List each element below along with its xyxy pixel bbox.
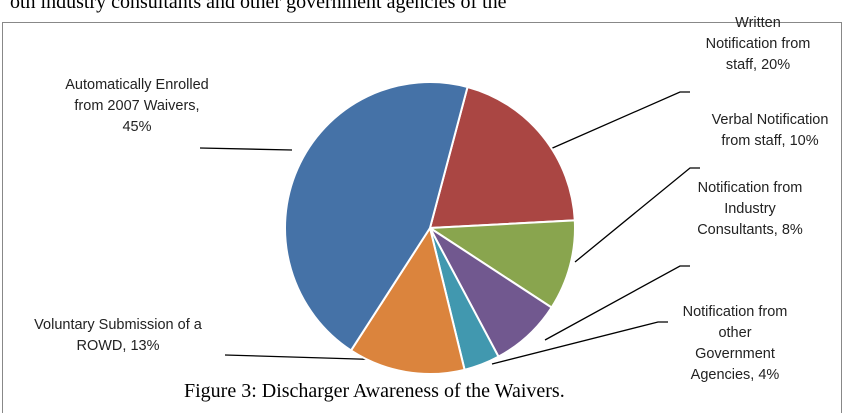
slice xyxy=(284,81,469,352)
text-above: oth industry consultants and other gover… xyxy=(10,0,507,13)
leader-line xyxy=(491,321,668,365)
slice xyxy=(428,85,576,230)
chart-border xyxy=(2,22,842,413)
slice xyxy=(349,225,466,375)
leader-line xyxy=(544,265,690,341)
leader-lines xyxy=(199,91,700,365)
data-label: Notification from other Government Agenc… xyxy=(682,304,788,383)
leader-line xyxy=(224,354,391,361)
data-label: Automatically Enrolled from 2007 Waivers… xyxy=(65,77,209,135)
slice xyxy=(426,219,576,309)
leader-line xyxy=(574,167,700,263)
leader-line xyxy=(199,147,293,151)
data-label: Notification from Industry Consultants, … xyxy=(697,180,803,238)
data-label: Written Notification from staff, 20% xyxy=(705,15,811,73)
data-label: Voluntary Submission of a ROWD, 13% xyxy=(34,317,202,354)
caption: Figure 3: Discharger Awareness of the Wa… xyxy=(184,380,565,402)
leader-line xyxy=(547,91,690,151)
data-label: Verbal Notification from staff, 10% xyxy=(711,112,829,149)
